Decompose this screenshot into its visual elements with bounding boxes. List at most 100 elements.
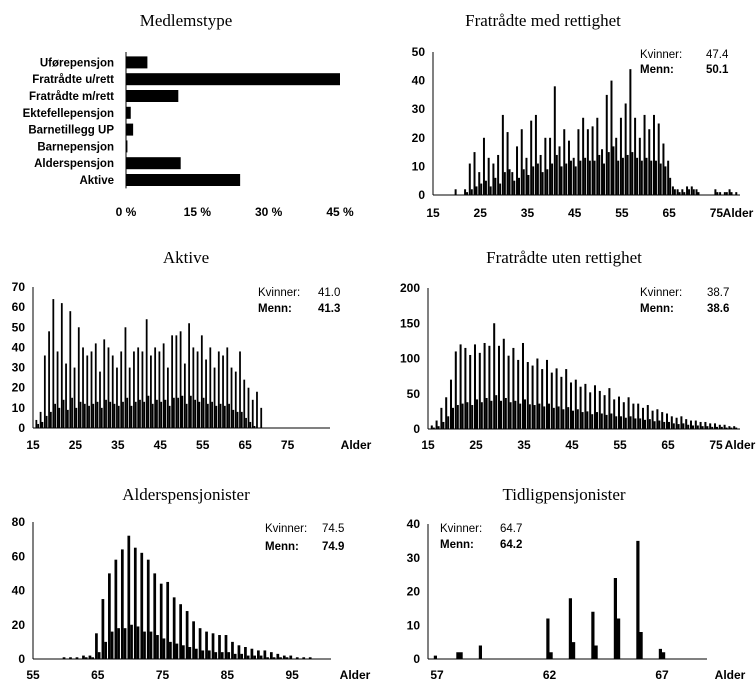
bar-menn bbox=[476, 399, 479, 429]
bar-menn bbox=[629, 416, 632, 429]
bar-kvinner bbox=[73, 367, 76, 428]
bar-menn bbox=[173, 397, 175, 428]
bar-kvinner bbox=[456, 652, 460, 659]
bar-menn bbox=[645, 157, 648, 195]
bar-menn bbox=[617, 618, 621, 659]
bar-kvinner bbox=[69, 657, 72, 659]
bar-menn bbox=[109, 401, 112, 428]
bar-kvinner bbox=[560, 376, 563, 429]
bar-menn bbox=[591, 414, 594, 429]
bar-kvinner bbox=[591, 126, 594, 195]
bar-kvinner bbox=[196, 351, 199, 428]
bar-menn bbox=[198, 401, 201, 428]
bar-kvinner bbox=[615, 137, 618, 195]
bar-menn bbox=[130, 405, 133, 428]
bar-kvinner bbox=[653, 114, 655, 195]
x-tick-label: 57 bbox=[430, 668, 444, 682]
chart-title: Aktive bbox=[163, 248, 209, 267]
bar-menn bbox=[581, 412, 584, 429]
y-tick-label: 80 bbox=[12, 515, 26, 529]
bar-menn bbox=[201, 650, 205, 659]
bar-kvinner bbox=[497, 345, 500, 429]
bar-kvinner bbox=[192, 347, 195, 428]
bar-menn bbox=[567, 407, 570, 429]
bar-menn bbox=[214, 652, 218, 659]
y-tick-label: 60 bbox=[12, 549, 26, 563]
x-tick-label: 62 bbox=[543, 668, 557, 682]
bar-menn bbox=[249, 421, 252, 428]
bar-menn bbox=[151, 403, 154, 428]
bar-kvinner bbox=[256, 391, 258, 428]
bar-menn bbox=[596, 412, 599, 429]
bar-kvinner bbox=[584, 383, 587, 429]
bar-kvinner bbox=[192, 621, 195, 659]
bar-menn bbox=[285, 657, 289, 659]
bar-menn bbox=[466, 402, 469, 429]
bar-menn bbox=[259, 655, 263, 659]
bar-kvinner bbox=[146, 559, 150, 659]
bar-menn bbox=[620, 416, 623, 429]
bar-menn bbox=[245, 417, 247, 428]
x-tick-label: 25 bbox=[69, 438, 83, 452]
bar-menn bbox=[593, 160, 596, 195]
bar-menn bbox=[621, 157, 624, 195]
avg-menn-value: 50.1 bbox=[706, 64, 729, 76]
avg-kvinner-value: 41.0 bbox=[318, 287, 340, 299]
bar-menn bbox=[452, 407, 455, 429]
bar-menn bbox=[576, 409, 579, 429]
bar-kvinner bbox=[65, 363, 67, 428]
bar-menn bbox=[71, 397, 73, 428]
bar-kvinner bbox=[468, 163, 471, 195]
avg-menn-value: 41.3 bbox=[318, 303, 340, 315]
bar-menn bbox=[664, 166, 667, 195]
x-tick-label: 95 bbox=[285, 668, 299, 682]
bar-kvinner bbox=[591, 611, 595, 659]
chart-title: Medlemstype bbox=[140, 11, 233, 30]
y-tick-label: 100 bbox=[400, 352, 420, 366]
x-axis-label: Alder bbox=[715, 668, 746, 682]
bar-menn bbox=[484, 180, 487, 195]
bar-kvinner bbox=[546, 618, 550, 659]
bar-menn bbox=[572, 642, 576, 659]
bar-kvinner bbox=[183, 363, 186, 428]
bar-kvinner bbox=[483, 342, 486, 429]
bar-menn bbox=[79, 401, 82, 428]
chart-title: Tidligpensjonister bbox=[502, 485, 625, 504]
bar-menn bbox=[432, 427, 435, 429]
bar-kvinner bbox=[488, 345, 491, 429]
bar-kvinner bbox=[205, 631, 208, 659]
category-label: Barnetillegg UP bbox=[28, 125, 114, 137]
bar-menn bbox=[610, 413, 613, 429]
bar-menn bbox=[546, 169, 549, 195]
bar-kvinner bbox=[166, 367, 169, 428]
bar-menn bbox=[49, 411, 52, 428]
bar-kvinner bbox=[589, 392, 592, 429]
bar-kvinner bbox=[103, 339, 106, 428]
bar-kvinner bbox=[636, 540, 640, 659]
bar-kvinner bbox=[95, 633, 98, 659]
bar-menn bbox=[648, 419, 651, 429]
y-tick-label: 20 bbox=[412, 131, 426, 145]
x-tick-label: 75 bbox=[709, 438, 723, 452]
x-tick-label: 65 bbox=[238, 438, 252, 452]
bar-menn bbox=[605, 414, 608, 429]
x-tick-label: 15 bbox=[26, 438, 40, 452]
bar-menn bbox=[557, 406, 560, 429]
bar-menn bbox=[471, 405, 474, 429]
bar-menn bbox=[706, 426, 709, 429]
bar-kvinner bbox=[90, 351, 93, 428]
y-tick-label: 20 bbox=[12, 381, 26, 395]
avg-menn-label: Menn: bbox=[640, 303, 674, 315]
bar-kvinner bbox=[728, 426, 731, 429]
bar-kvinner bbox=[211, 633, 215, 659]
chart-aktive: Aktive 0 10 20 30 40 50 60 70 15 25 35 45 55 65 75 Alder… bbox=[12, 248, 372, 452]
x-tick-label: 67 bbox=[655, 668, 669, 682]
bar bbox=[126, 174, 241, 186]
avg-kvinner-label: Kvinner: bbox=[265, 523, 307, 535]
bar-kvinner bbox=[224, 635, 228, 659]
x-tick-label: 65 bbox=[662, 206, 676, 220]
chart-fratr-dte-med-rettighet: Fratrådte med rettighet 0 10 20 30 40 50 15 25 35… bbox=[412, 11, 754, 220]
bar-kvinner bbox=[175, 335, 178, 428]
bar-kvinner bbox=[171, 335, 174, 428]
bar-kvinner bbox=[48, 331, 50, 428]
